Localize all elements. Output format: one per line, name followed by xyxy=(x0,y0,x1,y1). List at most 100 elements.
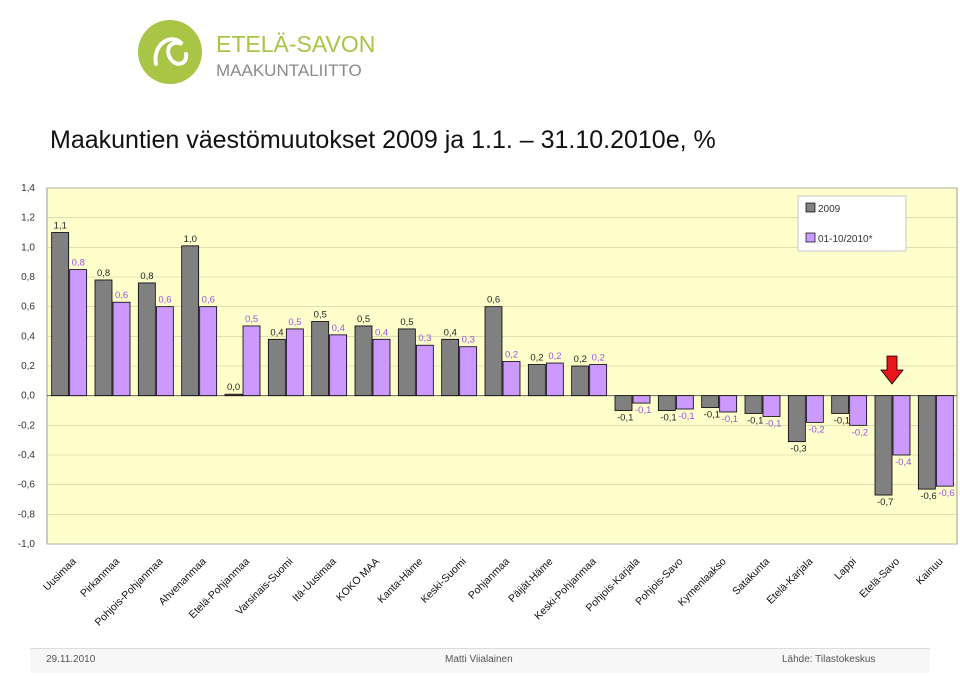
bar-2010 xyxy=(199,306,218,397)
bar-2009 xyxy=(137,282,156,397)
etela-savon-logo: ETELÄ-SAVON MAAKUNTALIITTO xyxy=(138,20,375,84)
bar-2010 xyxy=(372,338,391,397)
legend-label-2010: 01-10/2010* xyxy=(818,234,873,245)
bar-2010 xyxy=(329,334,348,397)
highlight-arrow-icon xyxy=(880,355,904,385)
data-label: 0,5 xyxy=(245,314,258,325)
data-label: -0,2 xyxy=(852,427,868,438)
y-tick-label: -1,0 xyxy=(18,539,36,550)
data-label: 0,2 xyxy=(505,350,518,361)
footer: 29.11.2010 Matti Viialainen Lähde: Tilas… xyxy=(30,648,930,673)
x-tick-label: Itä-Uusimaa xyxy=(290,556,339,605)
bar-2010 xyxy=(112,301,131,397)
footer-author: Matti Viialainen xyxy=(445,654,513,665)
x-tick-label: Etelä-Karjala xyxy=(764,556,815,607)
bar-2010 xyxy=(69,269,88,397)
bar-2010 xyxy=(415,344,434,397)
data-label: 0,3 xyxy=(418,333,431,344)
data-label: -0,3 xyxy=(790,444,806,455)
bar-2009 xyxy=(701,395,720,408)
data-label: -0,1 xyxy=(678,411,694,422)
x-tick-label: Pirkanmaa xyxy=(78,556,122,600)
y-tick-label: 0,0 xyxy=(21,391,35,402)
data-label: -0,7 xyxy=(877,497,893,508)
legend-swatch-2009 xyxy=(805,202,816,213)
data-label: 0,8 xyxy=(140,271,153,282)
logo-swan-icon xyxy=(153,37,189,66)
bar-2010 xyxy=(719,395,738,413)
data-label: -0,1 xyxy=(834,415,850,426)
data-label: 1,0 xyxy=(184,234,197,245)
x-tick-label: Kanta-Häme xyxy=(375,556,425,606)
bar-2009 xyxy=(94,279,113,397)
data-label: -0,4 xyxy=(895,457,911,468)
data-label: -0,1 xyxy=(765,418,781,429)
logo-line1: ETELÄ-SAVON xyxy=(216,31,375,57)
bars xyxy=(51,232,954,496)
data-label: 0,2 xyxy=(574,354,587,365)
x-tick-label: Keski-Suomi xyxy=(419,556,469,606)
data-label: 0,4 xyxy=(444,327,457,338)
x-tick-label: Uusimaa xyxy=(41,556,79,594)
data-label: 0,6 xyxy=(487,295,500,306)
data-label: -0,1 xyxy=(617,413,633,424)
data-label: 1,1 xyxy=(54,221,67,232)
data-label: 0,5 xyxy=(400,317,413,328)
legend-box xyxy=(797,195,907,252)
bar-2009 xyxy=(354,325,373,397)
y-tick-label: 0,8 xyxy=(21,272,35,283)
y-tick-label: -0,8 xyxy=(18,509,36,520)
data-label: -0,1 xyxy=(747,415,763,426)
data-label: 0,4 xyxy=(375,327,388,338)
bar-2009 xyxy=(787,395,806,443)
y-tick-label: 1,0 xyxy=(21,242,35,253)
bar-2009 xyxy=(657,395,676,411)
legend-swatch-2010 xyxy=(805,232,816,243)
data-label: 0,4 xyxy=(332,323,345,334)
y-tick-label: 0,6 xyxy=(21,302,35,313)
page-title: Maakuntien väestömuutokset 2009 ja 1.1. … xyxy=(50,126,716,154)
x-tick-label: Kainuu xyxy=(914,556,946,588)
data-label: -0,2 xyxy=(808,424,824,435)
legend: 2009 01-10/2010* xyxy=(797,195,907,252)
data-label: 0,3 xyxy=(462,335,475,346)
bar-2009 xyxy=(484,306,503,397)
bar-2009 xyxy=(571,365,590,397)
y-tick-label: 0,2 xyxy=(21,361,35,372)
bar-2009 xyxy=(831,395,850,414)
legend-label-2009: 2009 xyxy=(818,204,841,215)
data-label: 0,2 xyxy=(548,351,561,362)
bar-2010 xyxy=(285,328,304,397)
data-label: 0,2 xyxy=(592,353,605,364)
bar-2010 xyxy=(675,395,694,410)
bar-2010 xyxy=(589,364,608,397)
data-label: 0,2 xyxy=(530,353,543,364)
bar-2009 xyxy=(224,393,243,397)
bar-2009 xyxy=(267,338,286,397)
y-tick-label: 0,4 xyxy=(21,331,35,342)
data-label: 0,5 xyxy=(314,310,327,321)
bar-2010 xyxy=(762,395,781,417)
bar-2009 xyxy=(744,395,763,414)
data-label: 0,8 xyxy=(72,258,85,269)
y-tick-label: -0,2 xyxy=(18,420,36,431)
data-label: -0,1 xyxy=(660,413,676,424)
data-label: -0,6 xyxy=(938,488,954,499)
bar-2010 xyxy=(849,395,868,426)
bar-2010 xyxy=(242,325,261,397)
bar-2010 xyxy=(805,395,824,423)
bar-2010 xyxy=(502,361,521,397)
bar-2010 xyxy=(545,362,564,397)
bar-2010 xyxy=(935,395,954,487)
bar-2009 xyxy=(917,395,936,490)
bar-2009 xyxy=(181,245,200,397)
data-label: 0,5 xyxy=(288,317,301,328)
x-tick-label: Pohjanmaa xyxy=(466,556,512,602)
data-labels: 1,1 0,8 0,8 0,6 0,8 0,6 1,0 0,6 0,0 0,5 0,4 0,5 0,5 0… xyxy=(54,221,955,509)
data-label: -0,6 xyxy=(920,491,936,502)
bar-2009 xyxy=(441,338,460,397)
data-label: 0,5 xyxy=(357,314,370,325)
logo-line2: MAAKUNTALIITTO xyxy=(216,61,362,80)
data-label: 0,8 xyxy=(97,268,110,279)
bar-chart: 1,1 0,8 0,8 0,6 0,8 0,6 1,0 0,6 0,0 0,5 0,4 0,5 0,5 0… xyxy=(18,183,958,629)
